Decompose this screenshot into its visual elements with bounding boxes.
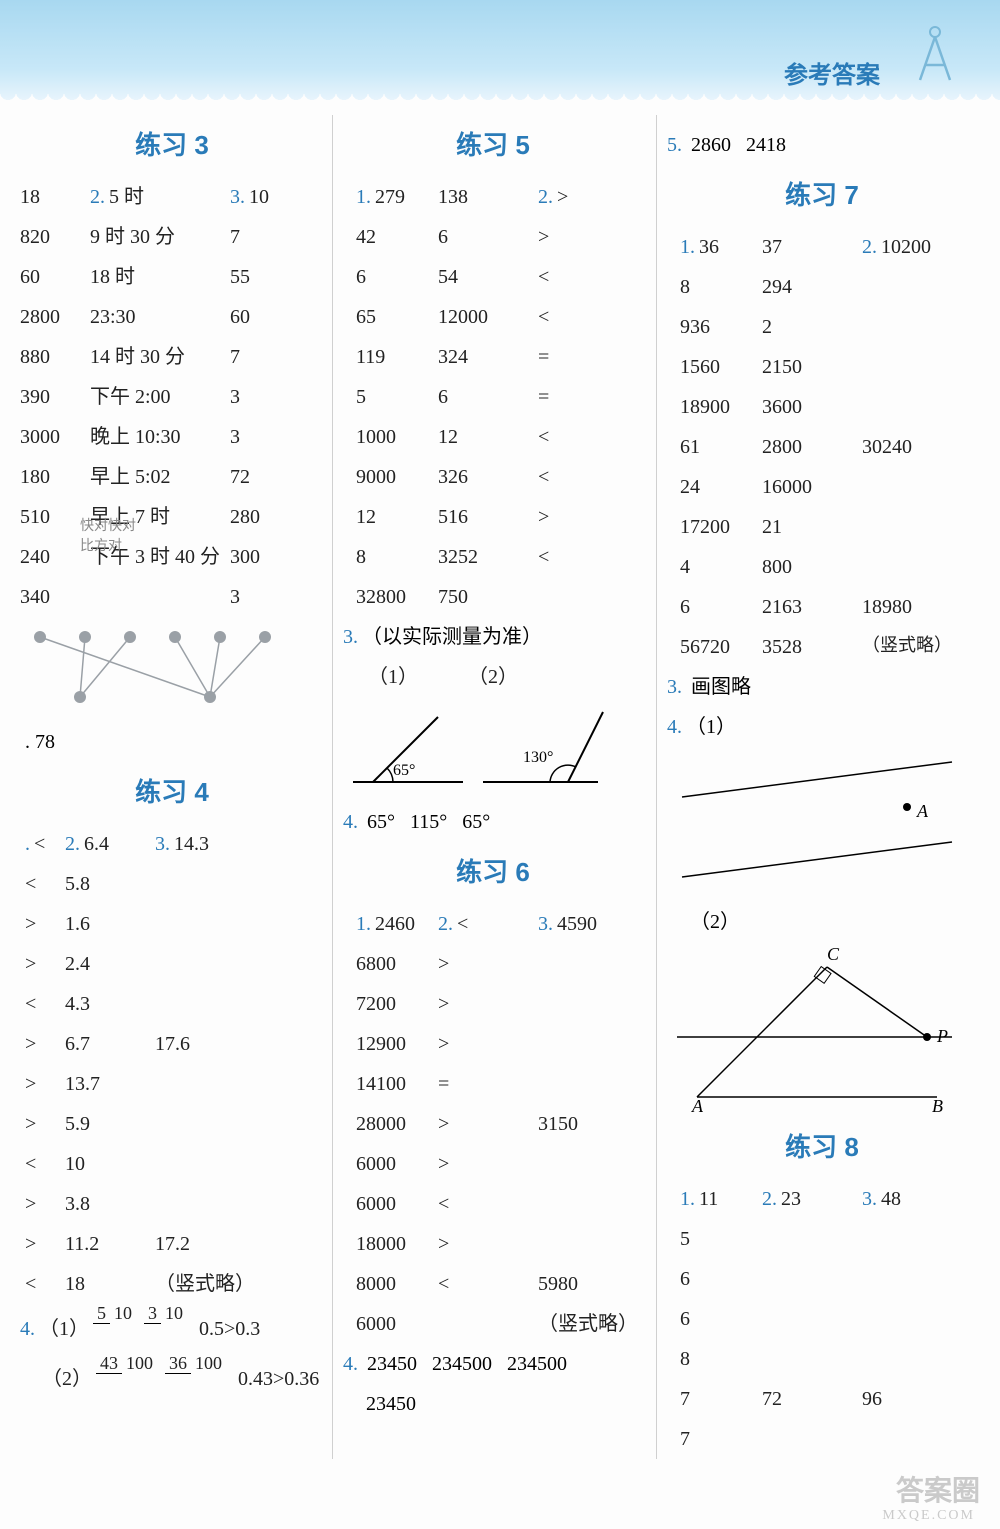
ex3-rows: 182.5 时3.10 8209 时 30 分7 6018 时55 280023… [20, 177, 324, 617]
overlay-watermark-2: 比方对 [80, 535, 122, 555]
parallel-lines-diagram: A [662, 747, 962, 897]
triangle-diagram: A B C P [662, 942, 962, 1112]
watermark-main: 答案圈 [896, 1469, 980, 1509]
ex7-pre: 5. 2860 2418 [662, 125, 982, 165]
ex5-q4: 4. 65° 115° 65° [338, 802, 648, 842]
ex3-title: 练习 3 [20, 125, 324, 162]
svg-text:65°: 65° [393, 762, 415, 779]
ex3-note: . 78 [20, 722, 324, 762]
column-3: 5. 2860 2418 练习 7 1.36372.10200 8294 936… [662, 115, 990, 1459]
svg-text:A: A [916, 801, 929, 821]
ex5-rows: 1.2791382.> 426> 654< 6512000< 119324= 5… [338, 177, 648, 617]
ex5-q3-1-label: （1） [368, 657, 418, 697]
page-header: 参考答案 [0, 0, 1000, 100]
ex4-q4-1: 4. （1） 510 310 0.5>0.3 [20, 1304, 324, 1354]
svg-text:C: C [827, 944, 840, 964]
angle-diagrams: 65° 130° [338, 697, 618, 797]
ex7-q4-2: （2） [662, 902, 982, 942]
compass-icon [900, 20, 970, 90]
ex7-q4-1: 4.（1） [662, 707, 982, 747]
ex7-title: 练习 7 [662, 175, 982, 212]
watermark-sub: MXQE.COM [882, 1508, 975, 1524]
matching-dots-diagram [20, 622, 300, 712]
ex8-rows: 1.112.233.48 5 6 6 8 77296 7 [662, 1179, 982, 1459]
svg-text:A: A [691, 1096, 704, 1112]
svg-text:B: B [932, 1096, 943, 1112]
ex6-rows: 1.24602.<3.4590 6800> 7200> 12900> 14100… [338, 904, 648, 1344]
ex4-q4-2: （2） 43100 36100 0.43>0.36 [20, 1354, 324, 1404]
overlay-watermark-1: 快对快对 [80, 515, 136, 535]
ex6-q4b: 23450 [338, 1384, 648, 1424]
ex5-q3-2-label: （2） [468, 657, 518, 697]
ex4-rows: .<2.6.43.14.3 <5.8 >1.6 >2.4 <4.3 >6.717… [20, 824, 324, 1304]
header-title: 参考答案 [784, 55, 880, 90]
ex6-q4a: 4. 23450 234500 234500 [338, 1344, 648, 1384]
svg-text:P: P [936, 1026, 948, 1046]
ex5-title: 练习 5 [338, 125, 648, 162]
ex4-title: 练习 4 [20, 772, 324, 809]
ex7-rows: 1.36372.10200 8294 9362 15602150 1890036… [662, 227, 982, 667]
ex7-q3: 3. 画图略 [662, 667, 982, 707]
column-2: 练习 5 1.2791382.> 426> 654< 6512000< 1193… [338, 115, 657, 1459]
ex8-title: 练习 8 [662, 1127, 982, 1164]
content-area: 练习 3 182.5 时3.10 8209 时 30 分7 6018 时55 2… [0, 100, 1000, 1469]
header-scallop-border [0, 92, 1000, 108]
column-1: 练习 3 182.5 时3.10 8209 时 30 分7 6018 时55 2… [20, 115, 333, 1459]
ex6-title: 练习 6 [338, 852, 648, 889]
svg-text:130°: 130° [523, 749, 553, 766]
ex5-q3: 3.3.（以实际测量为准）（以实际测量为准） [338, 617, 648, 657]
